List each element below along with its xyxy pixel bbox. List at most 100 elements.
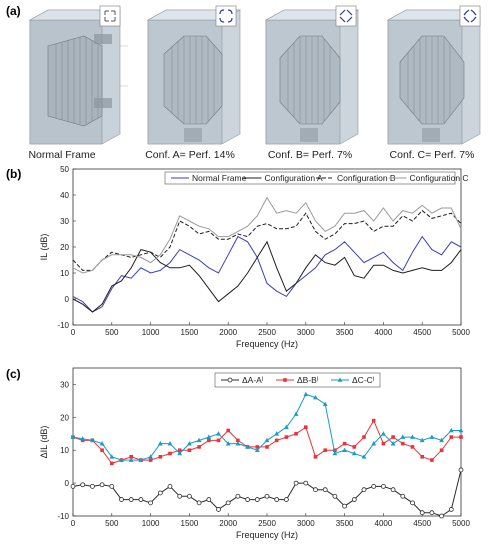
panel-a-label: (a) [6,4,21,18]
legend-label: Configuration B [337,173,396,183]
x-tick-label: 4500 [413,328,431,337]
frame-render-conf-b [264,9,360,145]
data-point [381,441,386,446]
data-point [391,435,395,439]
data-point [284,424,289,429]
y-tick-label: 30 [60,380,69,389]
data-point [119,457,124,462]
data-point [138,457,144,462]
data-point [322,487,328,493]
data-point [293,411,299,416]
x-tick-label: 3500 [336,328,354,337]
data-point [419,510,425,516]
data-point [235,493,241,499]
data-point [448,507,454,512]
x-tick-label: 1000 [142,519,160,528]
data-point [390,487,396,493]
data-point [254,447,260,453]
data-point [332,450,338,456]
data-point [177,450,183,456]
x-tick-label: 3000 [297,519,315,528]
x-tick-label: 3000 [297,328,315,337]
data-point [119,497,124,502]
x-tick-label: 1500 [181,328,199,337]
x-tick-label: 4000 [375,519,393,528]
data-point [80,482,86,488]
y-tick-label: -10 [57,512,69,521]
data-point [70,483,76,489]
data-point [216,507,221,512]
data-point [458,427,464,433]
x-axis-title: Frequency (Hz) [236,530,298,540]
data-point [371,483,377,489]
x-tick-label: 2500 [258,519,276,528]
data-point [439,513,445,519]
series-line [72,235,462,313]
data-point [304,425,308,429]
data-point [167,483,173,489]
data-point [187,448,192,453]
data-point [449,435,454,439]
data-point [342,503,348,509]
data-point [352,445,357,449]
data-point [274,497,280,502]
data-point [429,434,435,439]
data-point [439,448,444,453]
caption-conf-b: Conf. B= Perf. 7% [268,149,352,161]
data-point [99,441,105,446]
panel-c: (c) 0 500 1000 1500 2000 2500 3000 3500 4000 4500… [6,367,470,540]
data-point [148,458,153,462]
y-axis-title: ΔIL (dB) [39,426,49,459]
chart-il: 0 500 1000 1500 2000 2500 3000 3500 4000 4500 5000… [39,165,470,349]
data-point [333,448,337,453]
panel-b-label: (b) [6,167,21,181]
data-point [226,428,230,433]
data-point [265,445,269,449]
series-line [72,469,462,517]
data-point [90,437,95,443]
plot-frame [72,168,462,326]
data-point [303,480,309,486]
data-point [80,436,86,441]
data-point [439,437,444,443]
data-point [332,493,338,499]
data-point [342,447,347,453]
data-point [390,441,396,446]
data-point [419,437,425,443]
data-point [216,438,221,443]
y-tick-label: -10 [57,321,69,330]
data-point [264,493,270,499]
data-point [429,510,435,516]
data-point [430,458,434,462]
x-tick-label: 1500 [181,519,199,528]
caption-conf-c: Conf. C= Perf. 7% [390,149,475,161]
legend-label: Configuration C [410,173,469,183]
legend-label: ΔC-Cˡ [352,375,374,385]
data-point [129,455,133,459]
legend-label: ΔA-Aˡ [242,375,263,385]
data-point [459,435,463,439]
y-tick-label: 20 [60,413,69,422]
x-tick-label: 3500 [336,519,354,528]
legend-marker [227,377,233,383]
data-point [371,441,377,446]
x-axis-title: Frequency (Hz) [236,339,298,349]
data-point [177,493,183,499]
data-point [100,448,104,453]
y-tick-label: 40 [60,191,69,200]
x-tick-label: 2000 [219,519,237,528]
data-point [225,500,231,506]
series-line [72,393,461,461]
x-tick-label: 5000 [452,328,470,337]
chart-delta-il: 0 500 1000 1500 2000 2500 3000 3500 4000 4500 5000… [39,367,470,540]
frame-render-conf-c [386,9,482,145]
x-tick-label: 5000 [452,519,470,528]
legend-label: Configuration A [265,173,323,183]
legend-marker [283,378,287,382]
caption-conf-a: Conf. A= Perf. 14% [145,149,235,161]
data-point [187,441,192,446]
data-point [342,441,347,446]
data-point [236,438,240,443]
data-point [458,467,464,473]
data-point [410,500,415,506]
